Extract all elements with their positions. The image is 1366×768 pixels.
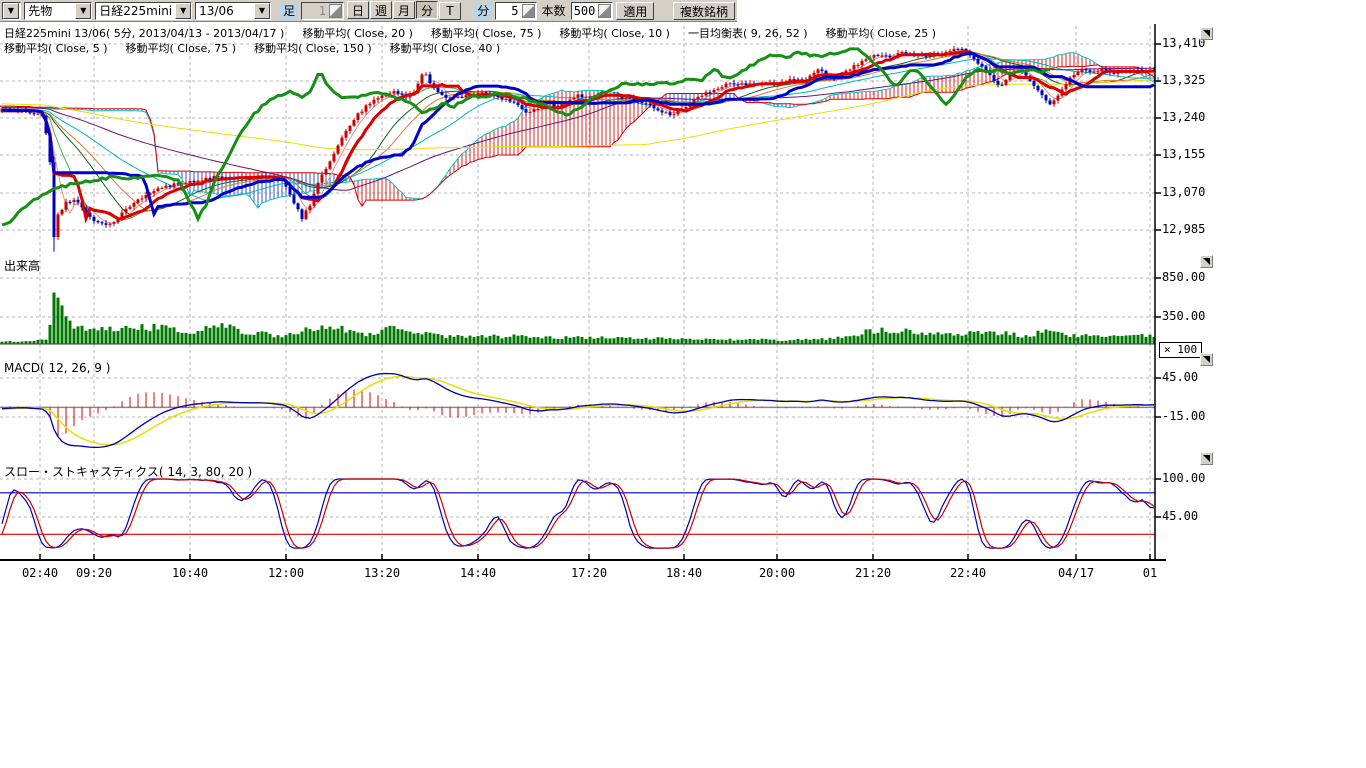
dropdown-arrow-icon[interactable]: ▼ — [75, 2, 92, 19]
bar-type-label: 足 — [280, 2, 299, 19]
apply-button[interactable]: 適用 — [616, 1, 655, 20]
minute-stepper[interactable]: 5 — [495, 1, 537, 20]
minute-value: 5 — [511, 3, 519, 18]
bar-count-value: 500 — [573, 3, 596, 18]
dropdown-arrow-icon[interactable]: ▼ — [3, 2, 19, 19]
category-select[interactable]: 先物 ▼ — [24, 1, 93, 20]
contract-select[interactable]: 13/06 ▼ — [195, 1, 271, 20]
spin-button-icon[interactable] — [521, 3, 535, 18]
spin-button-icon[interactable] — [598, 3, 612, 18]
bar-count-stepper[interactable]: 500 — [570, 1, 614, 20]
collapse-pane-button[interactable] — [1200, 255, 1213, 268]
collapse-pane-button[interactable] — [1200, 353, 1213, 366]
period-button-0[interactable]: 日 — [346, 1, 369, 20]
period-button-4[interactable]: T — [438, 1, 461, 20]
category-select-value: 先物 — [28, 4, 53, 18]
bar-interval-value: 1 — [318, 3, 326, 18]
multi-symbol-button[interactable]: 複数銘柄 — [672, 1, 735, 20]
collapse-pane-button[interactable] — [1200, 452, 1213, 465]
symbol-select-value: 日経225mini — [99, 4, 173, 18]
period-button-3[interactable]: 分 — [415, 1, 438, 20]
collapse-pane-button[interactable] — [1200, 27, 1213, 40]
mini-combobox[interactable]: ▼ — [2, 1, 22, 20]
spin-button-icon[interactable] — [328, 3, 342, 18]
dropdown-arrow-icon[interactable]: ▼ — [175, 2, 192, 19]
bar-count-label: 本数 — [541, 4, 566, 18]
period-button-2[interactable]: 月 — [392, 1, 415, 20]
minute-label: 分 — [474, 2, 493, 19]
period-button-1[interactable]: 週 — [369, 1, 392, 20]
dropdown-arrow-icon[interactable]: ▼ — [253, 2, 270, 19]
bar-interval-stepper[interactable]: 1 — [301, 1, 344, 20]
symbol-select[interactable]: 日経225mini ▼ — [95, 1, 193, 20]
contract-select-value: 13/06 — [199, 3, 234, 18]
